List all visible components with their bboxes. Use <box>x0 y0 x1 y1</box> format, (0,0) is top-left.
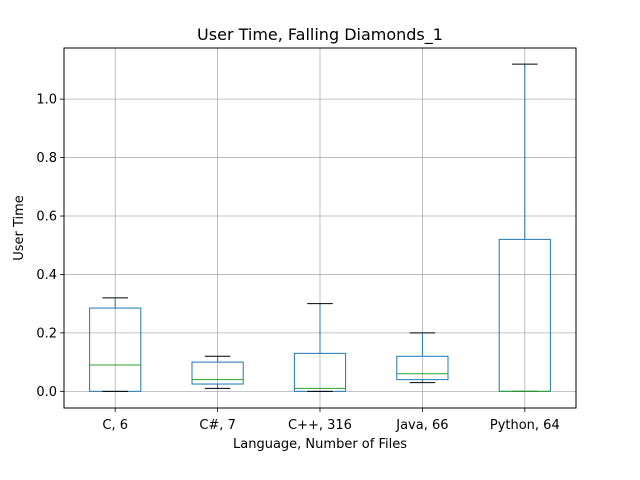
x-tick-label: C, 6 <box>102 418 128 433</box>
x-axis-label: Language, Number of Files <box>233 437 407 452</box>
chart-title: User Time, Falling Diamonds_1 <box>197 25 443 45</box>
y-axis-label: User Time <box>12 195 27 261</box>
y-tick-label: 1.0 <box>36 93 57 108</box>
y-tick-label: 0.2 <box>36 326 57 341</box>
x-tick-label: C++, 316 <box>288 418 352 433</box>
x-tick-label: C#, 7 <box>199 418 236 433</box>
x-tick-label: Python, 64 <box>490 418 560 433</box>
x-tick-label: Java, 66 <box>395 418 448 433</box>
tick-layer: 0.0 0.2 0.4 0.6 0.8 1.0 C, 6 C#, 7 C++, 316 Java,… <box>36 93 559 433</box>
y-tick-label: 0.0 <box>36 385 57 400</box>
y-tick-label: 0.4 <box>36 268 57 283</box>
box-iqr <box>191 361 244 385</box>
y-tick-label: 0.6 <box>36 210 57 225</box>
box-iqr <box>396 355 449 381</box>
box-layer <box>89 63 551 392</box>
y-tick-label: 0.8 <box>36 151 57 166</box>
